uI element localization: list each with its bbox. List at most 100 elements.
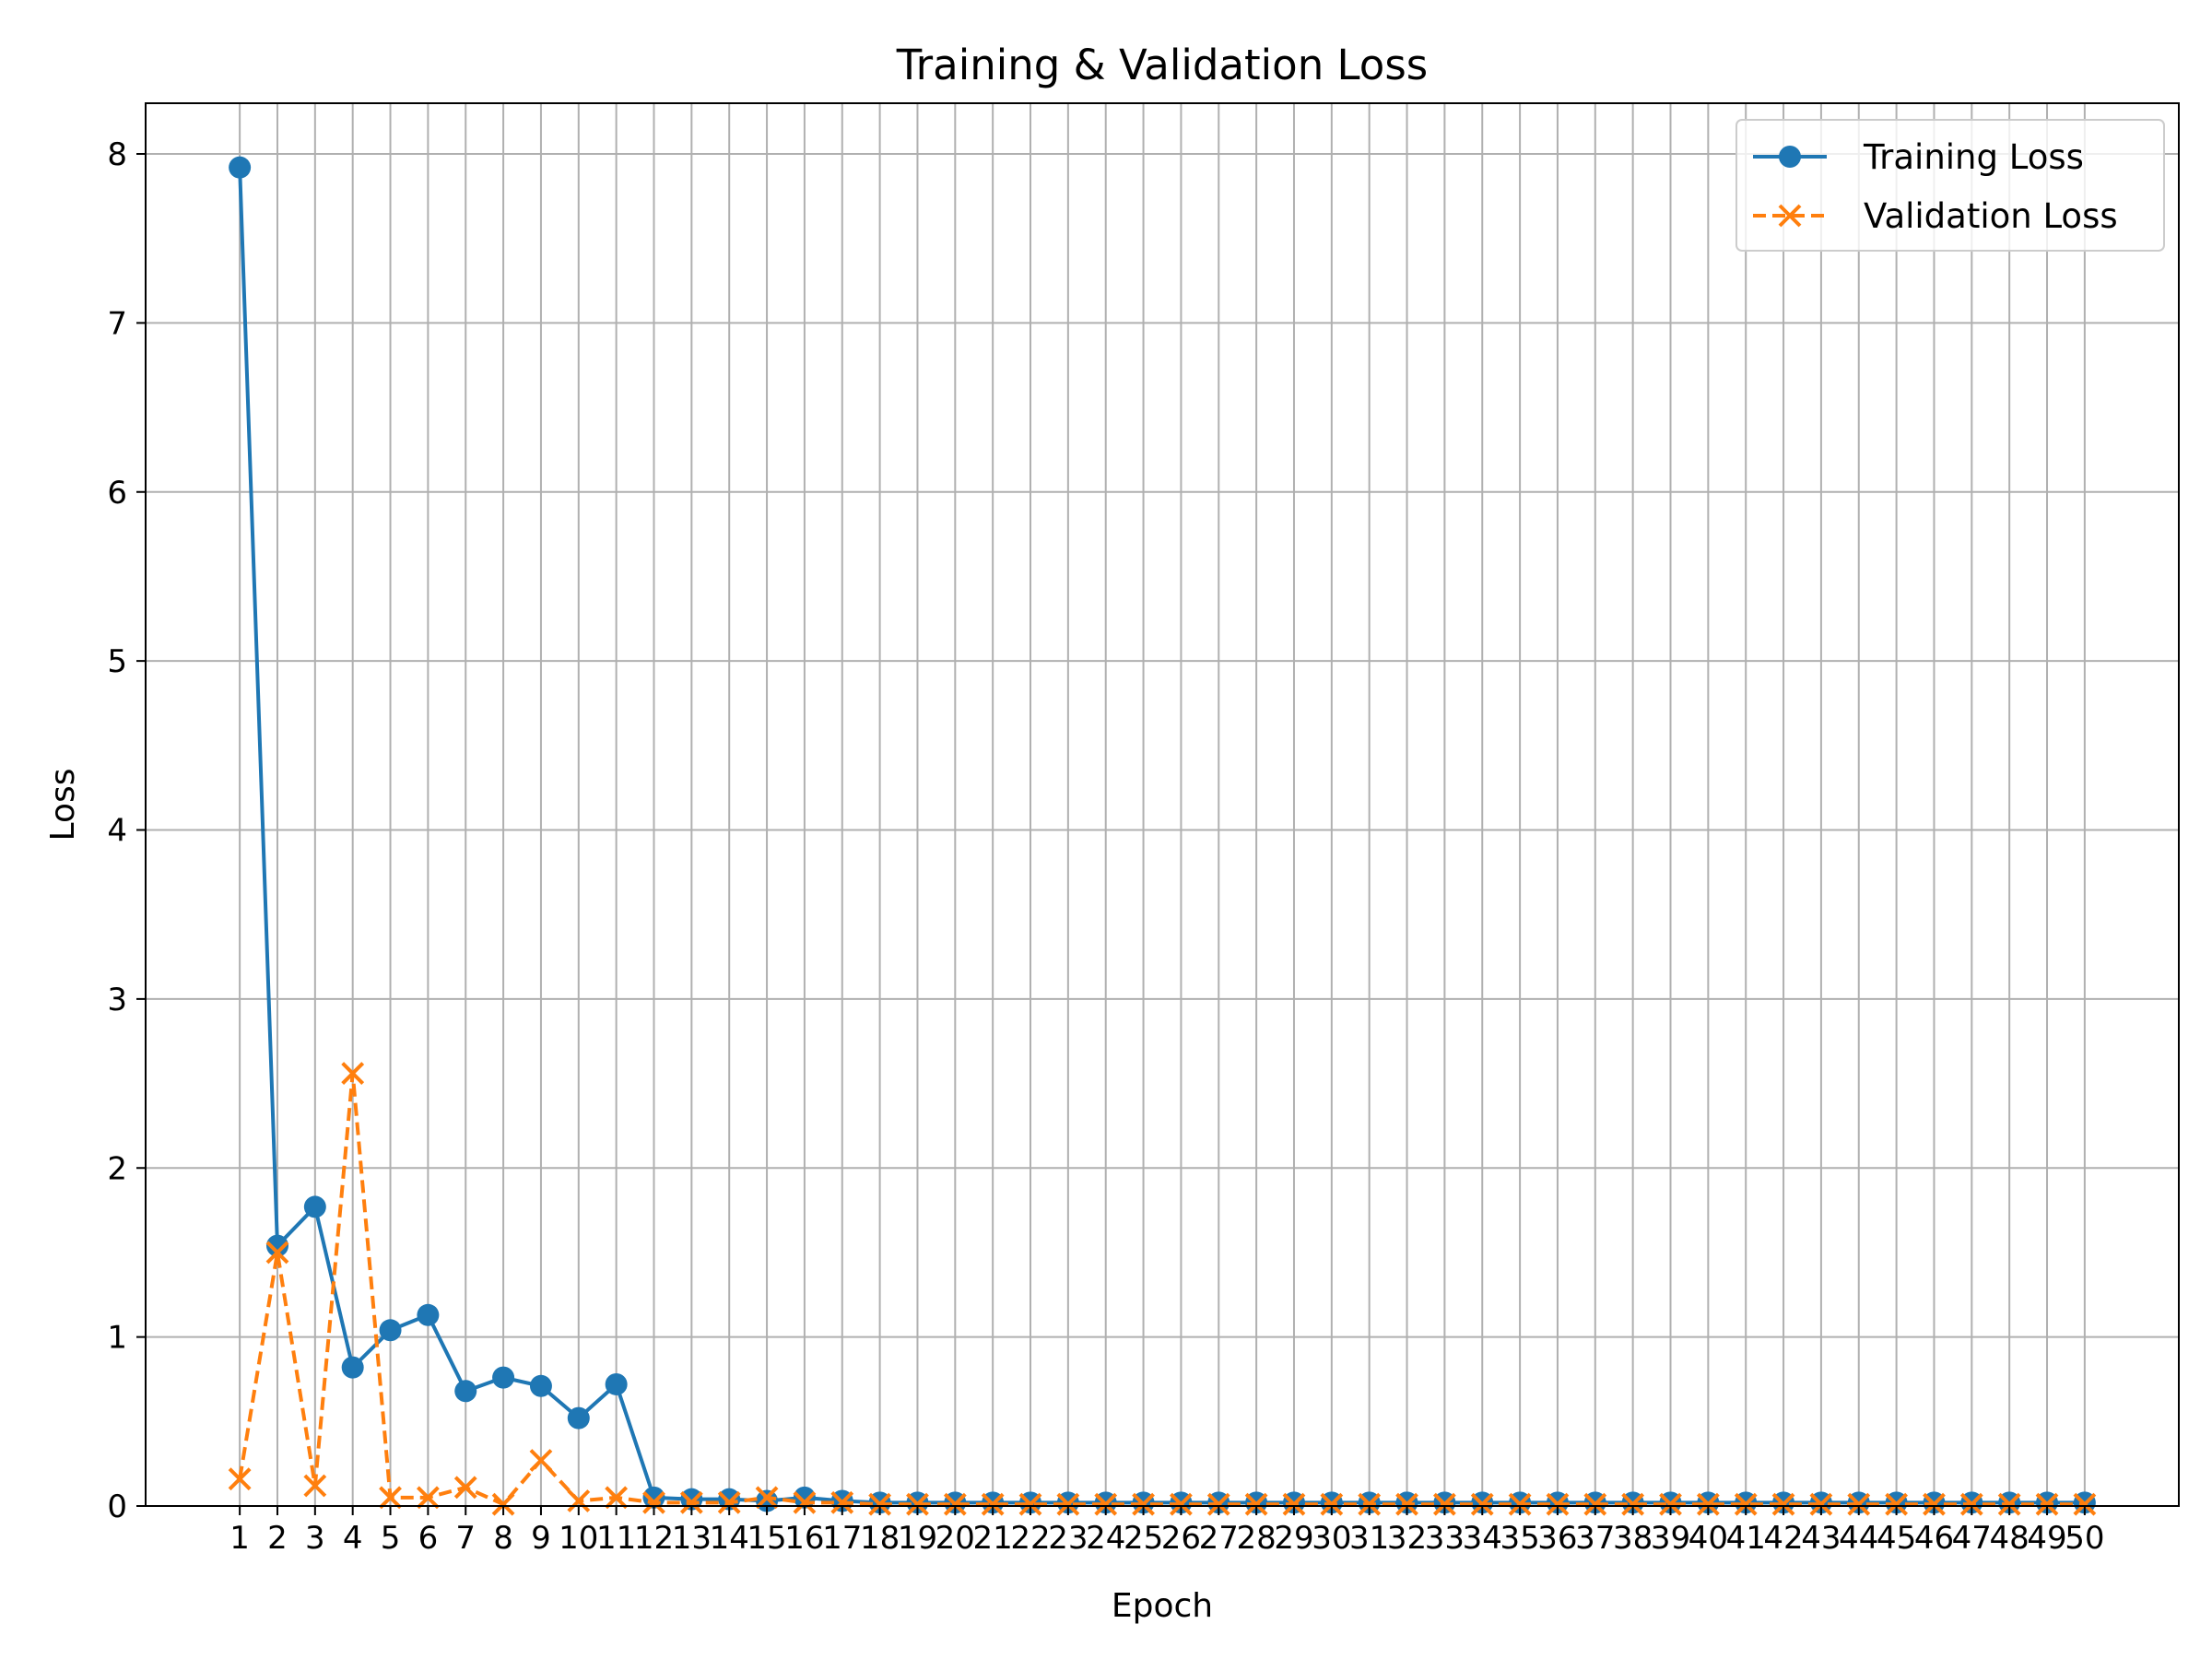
x-tick-label: 42 <box>1763 1520 1803 1557</box>
validation-loss-point <box>1659 1492 1682 1516</box>
validation-loss-point <box>1282 1492 1306 1516</box>
validation-loss-point <box>793 1490 817 1514</box>
x-tick-label: 39 <box>1651 1520 1690 1557</box>
legend-box <box>1735 119 2165 252</box>
validation-loss-point <box>2073 1492 2097 1516</box>
validation-loss-point <box>868 1492 892 1516</box>
legend: Training Loss Validation Loss <box>1735 119 2165 252</box>
validation-loss-point <box>1959 1492 1983 1516</box>
validation-loss-point <box>1809 1492 1833 1516</box>
validation-loss-point <box>1583 1492 1607 1516</box>
x-tick-label: 45 <box>1877 1520 1916 1557</box>
x-tick-label: 37 <box>1575 1520 1615 1557</box>
validation-loss-point <box>1885 1492 1909 1516</box>
x-tick-label: 9 <box>531 1520 551 1557</box>
x-tick-label: 40 <box>1688 1520 1728 1557</box>
validation-loss-point <box>416 1486 440 1510</box>
validation-loss-point <box>1696 1492 1720 1516</box>
x-tick-label: 43 <box>1801 1520 1841 1557</box>
x-tick-label: 13 <box>672 1520 712 1557</box>
training-loss-point <box>680 1488 703 1511</box>
validation-loss-point <box>1170 1492 1193 1516</box>
validation-loss-point <box>379 1486 402 1510</box>
x-tick-label: 38 <box>1613 1520 1653 1557</box>
validation-loss-point <box>2035 1492 2059 1516</box>
training-loss-point <box>454 1380 477 1403</box>
x-tick-label: 17 <box>822 1520 862 1557</box>
validation-loss-point <box>943 1492 967 1516</box>
validation-loss-point <box>1358 1492 1382 1516</box>
validation-loss-point <box>529 1449 553 1472</box>
validation-loss-point <box>679 1490 703 1514</box>
x-tick-label: 49 <box>2027 1520 2066 1557</box>
validation-loss-point <box>1923 1492 1946 1516</box>
x-tick-label: 5 <box>381 1520 401 1557</box>
x-tick-label: 14 <box>710 1520 749 1557</box>
x-axis-label: Epoch <box>1112 1587 1213 1625</box>
x-tick-label: 2 <box>267 1520 288 1557</box>
x-tick-label: 10 <box>559 1520 598 1557</box>
x-tick-label: 11 <box>596 1520 636 1557</box>
training-loss-point <box>492 1366 515 1389</box>
x-tick-label: 44 <box>1839 1520 1878 1557</box>
validation-loss-point <box>755 1486 779 1510</box>
x-tick-label: 50 <box>2065 1520 2104 1557</box>
training-loss-point <box>229 156 252 179</box>
x-tick-label: 25 <box>1124 1520 1163 1557</box>
training-loss-point <box>605 1372 628 1395</box>
x-tick-label: 19 <box>898 1520 937 1557</box>
x-tick-label: 32 <box>1387 1520 1427 1557</box>
validation-loss-point <box>1546 1492 1570 1516</box>
x-tick-label: 36 <box>1537 1520 1577 1557</box>
x-tick-label: 26 <box>1161 1520 1201 1557</box>
validation-loss-point <box>491 1492 515 1516</box>
y-tick-label: 7 <box>107 305 127 342</box>
legend-training-loss-marker <box>1779 146 1801 168</box>
training-loss-point <box>718 1488 741 1511</box>
x-tick-label: 12 <box>634 1520 674 1557</box>
legend-validation-loss-marker <box>1778 204 1802 228</box>
grid <box>146 103 2179 1507</box>
validation-loss-point <box>642 1490 665 1514</box>
x-tick-label: 23 <box>1048 1520 1088 1557</box>
y-tick-label: 8 <box>107 136 127 173</box>
validation-loss-point <box>906 1492 929 1516</box>
x-tick-label: 33 <box>1425 1520 1465 1557</box>
x-tick-label: 31 <box>1349 1520 1389 1557</box>
validation-loss-point <box>605 1486 629 1510</box>
training-loss-point <box>567 1406 590 1430</box>
validation-loss-point <box>1470 1492 1494 1516</box>
x-tick-label: 7 <box>455 1520 476 1557</box>
validation-loss-point <box>265 1241 289 1265</box>
y-tick-label: 0 <box>107 1488 127 1525</box>
validation-loss-point <box>1997 1492 2021 1516</box>
validation-loss-point <box>1621 1492 1645 1516</box>
validation-loss-point <box>228 1467 252 1491</box>
x-tick-label: 47 <box>1952 1520 1992 1557</box>
x-tick-label: 27 <box>1199 1520 1239 1557</box>
x-tick-label: 46 <box>1914 1520 1954 1557</box>
x-tick-label: 6 <box>418 1520 439 1557</box>
legend-validation-loss-label: Validation Loss <box>1864 196 2118 236</box>
validation-loss-point <box>1320 1492 1344 1516</box>
legend-training-loss-label: Training Loss <box>1863 137 2084 177</box>
training-loss-point <box>529 1374 552 1397</box>
x-tick-label: 1 <box>229 1520 250 1557</box>
validation-loss-point <box>1395 1492 1418 1516</box>
training-loss-point <box>379 1319 402 1342</box>
validation-loss-point <box>303 1474 327 1498</box>
training-loss-point <box>417 1303 440 1326</box>
validation-loss-point <box>1132 1492 1155 1516</box>
x-tick-label: 29 <box>1274 1520 1313 1557</box>
x-tick-label: 8 <box>493 1520 513 1557</box>
training-loss-point <box>341 1356 364 1379</box>
validation-loss-point <box>1206 1492 1230 1516</box>
y-tick-label: 6 <box>107 475 127 512</box>
validation-loss-point <box>717 1490 741 1514</box>
x-tick-label: 20 <box>935 1520 975 1557</box>
x-tick-label: 48 <box>1990 1520 2030 1557</box>
validation-loss-point <box>1508 1492 1532 1516</box>
x-tick-label: 22 <box>1010 1520 1050 1557</box>
